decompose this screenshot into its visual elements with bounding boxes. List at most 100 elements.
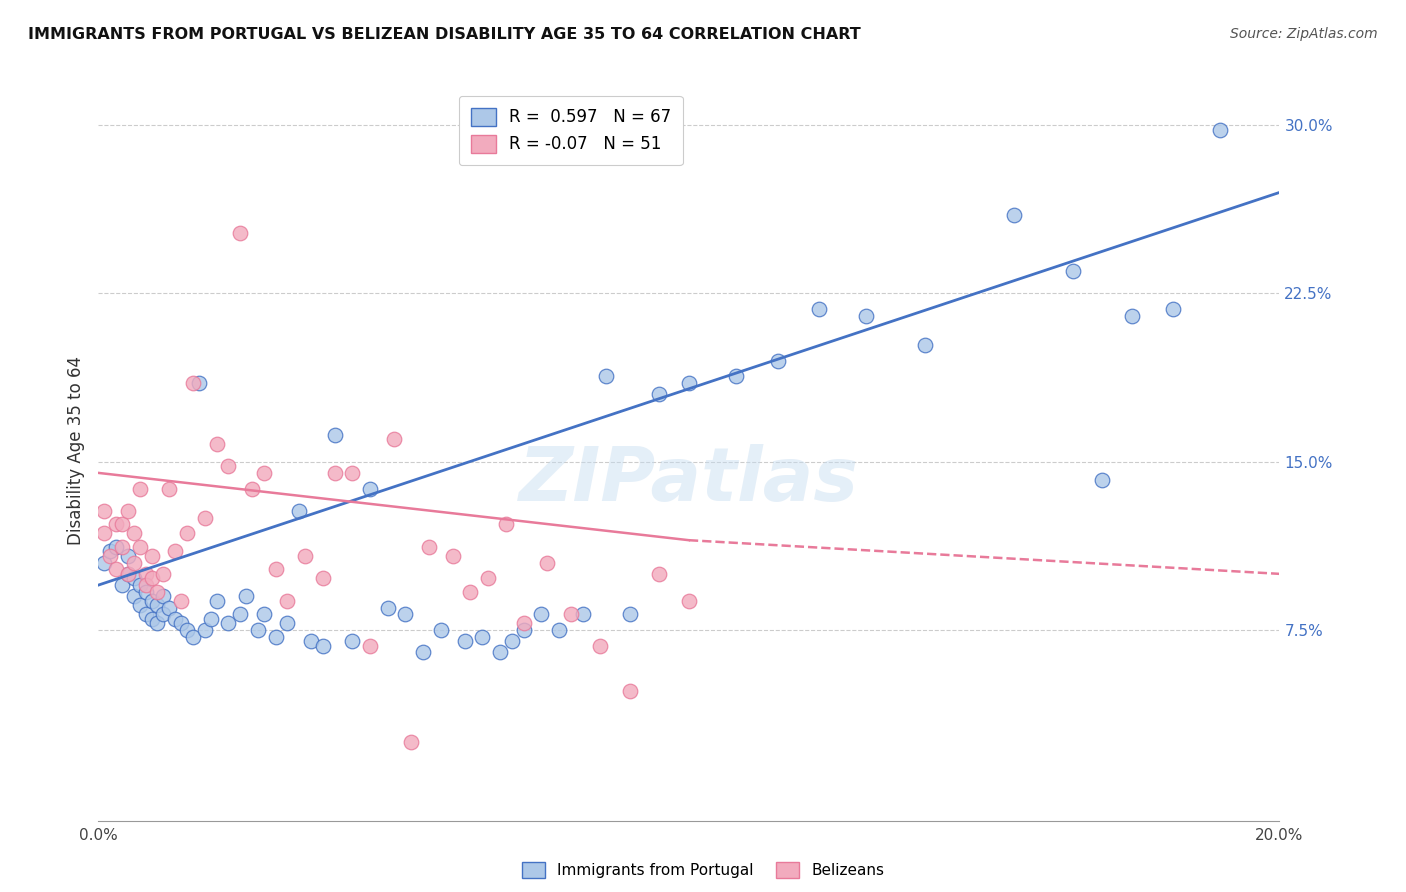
Point [105, 562, 128, 576]
Point [170, 616, 193, 631]
Point [1161, 302, 1184, 317]
Point [128, 540, 150, 554]
Point [342, 634, 364, 648]
Point [117, 566, 139, 581]
Point [229, 607, 252, 622]
Point [217, 616, 239, 631]
Point [276, 616, 298, 631]
Point [205, 594, 228, 608]
Legend: R =  0.597   N = 67, R = -0.07   N = 51: R = 0.597 N = 67, R = -0.07 N = 51 [458, 96, 683, 165]
Point [128, 599, 150, 613]
Point [512, 623, 534, 637]
Point [489, 645, 512, 659]
Point [253, 607, 276, 622]
Point [146, 616, 169, 631]
Point [512, 616, 534, 631]
Point [141, 612, 163, 626]
Point [240, 482, 263, 496]
Y-axis label: Disability Age 35 to 64: Disability Age 35 to 64 [66, 356, 84, 545]
Point [181, 376, 204, 391]
Point [117, 566, 139, 581]
Point [359, 482, 381, 496]
Text: ZIPatlas: ZIPatlas [519, 443, 859, 516]
Point [1091, 473, 1114, 487]
Point [117, 504, 139, 518]
Point [187, 376, 209, 391]
Legend: Immigrants from Portugal, Belizeans: Immigrants from Portugal, Belizeans [516, 856, 890, 884]
Point [294, 549, 316, 563]
Point [471, 630, 494, 644]
Point [1002, 208, 1025, 222]
Point [418, 540, 440, 554]
Point [495, 517, 517, 532]
Point [1209, 122, 1232, 136]
Point [170, 594, 193, 608]
Point [111, 517, 134, 532]
Point [105, 540, 128, 554]
Point [135, 584, 157, 599]
Point [264, 630, 287, 644]
Point [342, 466, 364, 480]
Point [128, 578, 150, 592]
Point [1121, 309, 1143, 323]
Point [157, 600, 180, 615]
Point [855, 309, 877, 323]
Point [299, 634, 322, 648]
Point [152, 566, 174, 581]
Point [766, 353, 789, 368]
Point [914, 338, 936, 352]
Point [122, 526, 145, 541]
Point [589, 639, 612, 653]
Point [152, 607, 174, 622]
Point [725, 369, 748, 384]
Point [93, 504, 115, 518]
Point [359, 639, 381, 653]
Point [253, 466, 276, 480]
Point [165, 612, 187, 626]
Point [205, 436, 228, 450]
Point [117, 549, 139, 563]
Point [176, 526, 198, 541]
Point [141, 594, 163, 608]
Point [194, 510, 217, 524]
Point [235, 589, 257, 603]
Point [157, 482, 180, 496]
Point [430, 623, 453, 637]
Point [264, 562, 287, 576]
Point [93, 526, 115, 541]
Point [678, 376, 700, 391]
Point [246, 623, 269, 637]
Point [181, 630, 204, 644]
Point [648, 566, 671, 581]
Point [122, 589, 145, 603]
Point [619, 683, 641, 698]
Point [536, 556, 558, 570]
Point [477, 571, 499, 585]
Point [146, 584, 169, 599]
Point [122, 571, 145, 585]
Point [176, 623, 198, 637]
Point [135, 607, 157, 622]
Point [1062, 264, 1084, 278]
Point [105, 517, 128, 532]
Point [394, 607, 416, 622]
Point [312, 639, 335, 653]
Point [323, 466, 346, 480]
Point [560, 607, 582, 622]
Point [288, 504, 311, 518]
Point [200, 612, 222, 626]
Point [135, 566, 157, 581]
Point [229, 226, 252, 240]
Point [648, 387, 671, 401]
Point [401, 735, 423, 749]
Point [98, 549, 121, 563]
Point [619, 607, 641, 622]
Text: Source: ZipAtlas.com: Source: ZipAtlas.com [1230, 27, 1378, 41]
Point [217, 459, 239, 474]
Point [128, 482, 150, 496]
Point [111, 578, 134, 592]
Point [111, 540, 134, 554]
Point [152, 589, 174, 603]
Point [323, 427, 346, 442]
Point [807, 302, 830, 317]
